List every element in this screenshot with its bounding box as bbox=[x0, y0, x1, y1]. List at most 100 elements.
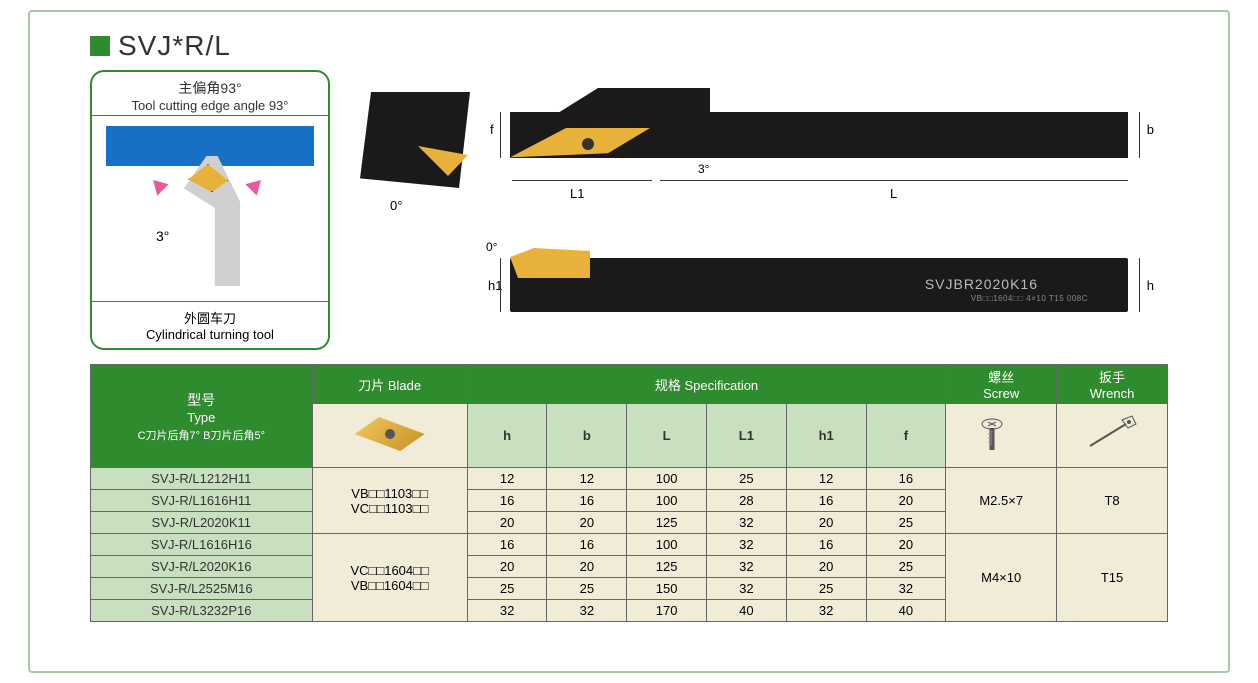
spec-cell: 32 bbox=[467, 600, 547, 622]
spec-col-L1: L1 bbox=[707, 404, 787, 468]
spec-cell: 12 bbox=[786, 468, 866, 490]
screw-image-cell bbox=[946, 404, 1057, 468]
col-blade-header: 刀片 Blade bbox=[312, 365, 467, 404]
type-cell: SVJ-R/L1616H11 bbox=[91, 490, 313, 512]
dim-l1-label: L1 bbox=[570, 186, 584, 201]
wrench-cell: T8 bbox=[1057, 468, 1168, 534]
spec-cell: 20 bbox=[786, 556, 866, 578]
col-screw-header: 螺丝 Screw bbox=[946, 365, 1057, 404]
col-spec-header: 规格 Specification bbox=[467, 365, 946, 404]
type-cell: SVJ-R/L2020K16 bbox=[91, 556, 313, 578]
type-cell: SVJ-R/L2020K11 bbox=[91, 512, 313, 534]
screw-header-cn: 螺丝 bbox=[950, 367, 1052, 386]
spec-cell: 100 bbox=[627, 490, 707, 512]
spec-cell: 25 bbox=[786, 578, 866, 600]
panel-bottom-en: Cylindrical turning tool bbox=[96, 327, 324, 342]
cutting-angle-panel: 主偏角93° Tool cutting edge angle 93° 3° 外圆… bbox=[90, 70, 330, 350]
technical-drawings: 0° 3° f b L1 L bbox=[360, 70, 1168, 350]
spec-cell: 16 bbox=[547, 490, 627, 512]
blade-header-cn: 刀片 bbox=[358, 378, 384, 393]
wrench-header-cn: 扳手 bbox=[1061, 367, 1163, 386]
top-view: 3° f b L1 L bbox=[510, 82, 1158, 192]
dim-line bbox=[1139, 112, 1140, 158]
col-type-header: 型号 Type C刀片后角7° B刀片后角5° bbox=[91, 365, 313, 468]
blade-shape-icon bbox=[355, 417, 425, 451]
screw-cell: M2.5×7 bbox=[946, 468, 1057, 534]
insert-tip-side bbox=[510, 248, 590, 278]
spec-cell: 20 bbox=[467, 512, 547, 534]
title-row: SVJ*R/L bbox=[90, 30, 1168, 62]
spec-table: 型号 Type C刀片后角7° B刀片后角5° 刀片 Blade 规格 Spec… bbox=[90, 364, 1168, 622]
spec-cell: 32 bbox=[707, 578, 787, 600]
dim-line bbox=[500, 258, 501, 312]
dim-b-label: b bbox=[1147, 122, 1154, 137]
wrench-cell: T15 bbox=[1057, 534, 1168, 622]
wrench-image-cell bbox=[1057, 404, 1168, 468]
spec-cell: 150 bbox=[627, 578, 707, 600]
spec-cell: 32 bbox=[547, 600, 627, 622]
page: SVJ*R/L 主偏角93° Tool cutting edge angle 9… bbox=[0, 0, 1258, 683]
spec-cell: 16 bbox=[467, 534, 547, 556]
spec-cell: 25 bbox=[866, 512, 946, 534]
dim-line bbox=[512, 180, 652, 181]
panel-bottom-cn: 外圆车刀 bbox=[96, 308, 324, 327]
spec-cell: 32 bbox=[866, 578, 946, 600]
screw-cell: M4×10 bbox=[946, 534, 1057, 622]
holder-sub-marking: VB□□1604□□ 4×10 T15 008C bbox=[971, 294, 1088, 303]
spec-cell: 20 bbox=[866, 490, 946, 512]
blade-image-cell bbox=[312, 404, 467, 468]
page-title: SVJ*R/L bbox=[118, 30, 231, 62]
spec-cell: 32 bbox=[707, 556, 787, 578]
blade-header-en: Blade bbox=[388, 378, 421, 393]
diagram-zone: 主偏角93° Tool cutting edge angle 93° 3° 外圆… bbox=[90, 70, 1168, 350]
spec-cell: 12 bbox=[547, 468, 627, 490]
panel-top-label: 主偏角93° Tool cutting edge angle 93° bbox=[92, 72, 328, 115]
table-row: SVJ-R/L1212H11VB□□1103□□VC□□1103□□121210… bbox=[91, 468, 1168, 490]
spec-cell: 20 bbox=[866, 534, 946, 556]
content-frame: SVJ*R/L 主偏角93° Tool cutting edge angle 9… bbox=[28, 10, 1230, 673]
blade-cell: VC□□1604□□VB□□1604□□ bbox=[312, 534, 467, 622]
screw-icon bbox=[978, 414, 1024, 454]
front-insert-view bbox=[360, 92, 470, 188]
panel-top-en: Tool cutting edge angle 93° bbox=[96, 98, 324, 113]
spec-cell: 40 bbox=[866, 600, 946, 622]
type-cell: SVJ-R/L1616H16 bbox=[91, 534, 313, 556]
spec-cell: 25 bbox=[467, 578, 547, 600]
top-angle-label: 3° bbox=[698, 162, 709, 176]
feed-arrow-icon bbox=[245, 174, 266, 195]
type-header-cn: 型号 bbox=[95, 390, 308, 410]
spec-header-en: Specification bbox=[684, 378, 758, 393]
col-wrench-header: 扳手 Wrench bbox=[1057, 365, 1168, 404]
spec-cell: 12 bbox=[467, 468, 547, 490]
spec-table-head: 型号 Type C刀片后角7° B刀片后角5° 刀片 Blade 规格 Spec… bbox=[91, 365, 1168, 468]
screw-header-en: Screw bbox=[950, 386, 1052, 401]
side-view: 0° SVJBR2020K16 VB□□1604□□ 4×10 T15 008C… bbox=[510, 248, 1158, 338]
spec-cell: 125 bbox=[627, 512, 707, 534]
spec-col-f: f bbox=[866, 404, 946, 468]
type-cell: SVJ-R/L3232P16 bbox=[91, 600, 313, 622]
panel-bottom-label: 外圆车刀 Cylindrical turning tool bbox=[92, 302, 328, 348]
spec-cell: 32 bbox=[786, 600, 866, 622]
dim-f-label: f bbox=[490, 122, 494, 137]
spec-cell: 16 bbox=[786, 534, 866, 556]
spec-cell: 25 bbox=[866, 556, 946, 578]
spec-cell: 28 bbox=[707, 490, 787, 512]
dim-l-label: L bbox=[890, 186, 897, 201]
feed-arrow-icon bbox=[147, 174, 168, 195]
spec-cell: 16 bbox=[866, 468, 946, 490]
spec-cell: 20 bbox=[547, 556, 627, 578]
spec-col-h: h bbox=[467, 404, 547, 468]
spec-header-cn: 规格 bbox=[655, 378, 681, 393]
spec-cell: 25 bbox=[547, 578, 627, 600]
holder-marking: SVJBR2020K16 bbox=[925, 276, 1038, 292]
dim-line bbox=[1139, 258, 1140, 312]
screw-hole-icon bbox=[582, 138, 594, 150]
spec-cell: 32 bbox=[707, 512, 787, 534]
dim-h-label: h bbox=[1147, 278, 1154, 293]
spec-cell: 20 bbox=[786, 512, 866, 534]
spec-col-h1: h1 bbox=[786, 404, 866, 468]
type-cell: SVJ-R/L2525M16 bbox=[91, 578, 313, 600]
side-zero-label: 0° bbox=[486, 240, 497, 254]
panel-schematic: 3° bbox=[92, 115, 328, 302]
type-cell: SVJ-R/L1212H11 bbox=[91, 468, 313, 490]
